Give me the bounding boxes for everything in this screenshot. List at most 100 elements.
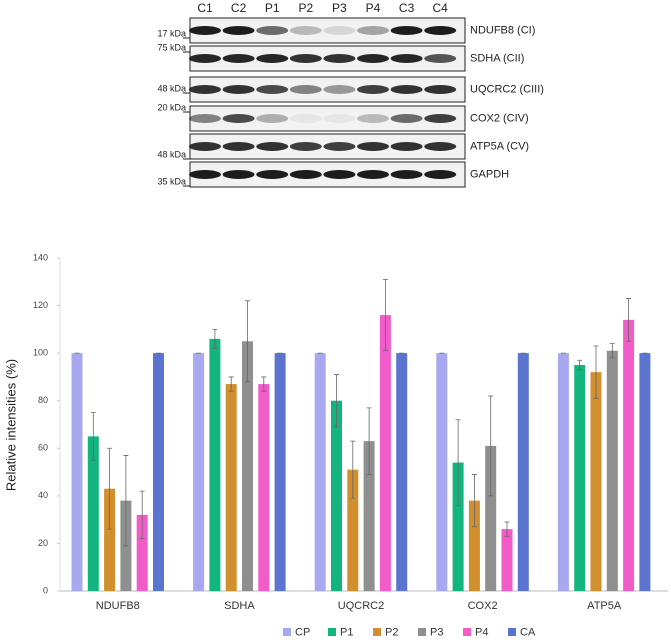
error-bar — [107, 447, 113, 530]
band — [256, 26, 289, 35]
band — [323, 142, 356, 151]
band — [357, 170, 389, 179]
error-bar — [504, 521, 510, 537]
protein-label: GAPDH — [470, 168, 509, 180]
band — [357, 85, 389, 94]
band — [323, 85, 356, 94]
band — [390, 26, 423, 35]
error-bar — [609, 343, 615, 359]
bar — [153, 353, 164, 591]
protein-label: UQCRC2 (CIII) — [470, 83, 544, 95]
marker-label: 35 kDa — [157, 176, 186, 186]
legend-swatch — [508, 628, 516, 636]
bar — [347, 469, 359, 591]
band — [357, 142, 389, 151]
band — [424, 114, 457, 123]
bar — [590, 372, 602, 591]
protein-label: ATP5A (CV) — [470, 140, 529, 152]
bar — [71, 353, 83, 591]
band — [390, 114, 423, 123]
marker-label: 75 kDa — [157, 42, 186, 52]
bar — [87, 436, 99, 591]
band — [289, 114, 322, 123]
bar — [452, 462, 464, 591]
band — [390, 170, 423, 179]
bar — [639, 353, 651, 591]
band — [189, 26, 221, 35]
band — [189, 170, 221, 179]
x-tick-label: COX2 — [468, 600, 498, 612]
error-bar — [90, 412, 96, 461]
protein-label: COX2 (CIV) — [470, 112, 529, 124]
bar — [623, 319, 635, 591]
y-tick-label: 80 — [38, 395, 48, 405]
band — [390, 54, 423, 63]
lane-label: C2 — [231, 1, 247, 15]
bar — [104, 488, 116, 591]
y-tick-label: 0 — [43, 585, 48, 595]
bar — [258, 384, 270, 591]
band — [256, 114, 289, 123]
bar — [517, 353, 529, 591]
band — [256, 85, 289, 94]
legend-label: P4 — [475, 626, 488, 638]
x-tick-label: ATP5A — [587, 600, 622, 612]
error-bar — [366, 407, 372, 475]
bar — [501, 529, 513, 591]
marker-label: 48 kDa — [157, 149, 186, 159]
legend-label: P1 — [340, 626, 353, 638]
band — [289, 170, 322, 179]
band — [222, 114, 255, 123]
bar — [136, 514, 148, 591]
band — [424, 170, 457, 179]
legend-swatch — [418, 628, 426, 636]
error-bar — [123, 455, 129, 547]
legend-swatch — [463, 628, 471, 636]
band — [189, 54, 221, 63]
legend-label: P3 — [430, 626, 443, 638]
band — [289, 54, 322, 63]
bar — [468, 500, 480, 591]
band — [424, 54, 457, 63]
bar — [225, 384, 237, 591]
band — [222, 26, 255, 35]
lane-label: C4 — [433, 1, 449, 15]
legend-swatch — [373, 628, 381, 636]
band — [357, 114, 389, 123]
band — [256, 170, 289, 179]
band — [189, 114, 221, 123]
y-tick-label: 40 — [38, 490, 48, 500]
bar — [606, 350, 618, 591]
error-bar — [488, 395, 494, 497]
x-tick-label: SDHA — [224, 600, 255, 612]
band — [222, 170, 255, 179]
band — [357, 26, 389, 35]
band — [323, 170, 356, 179]
bar — [379, 315, 391, 591]
bar — [274, 353, 286, 591]
y-tick-label: 120 — [33, 300, 48, 310]
legend-label: CA — [520, 626, 536, 638]
error-bar — [626, 298, 632, 342]
band — [222, 142, 255, 151]
lane-label: P3 — [332, 1, 347, 15]
legend-swatch — [328, 628, 336, 636]
bar — [396, 353, 408, 591]
bar — [363, 441, 375, 591]
bar — [193, 353, 205, 591]
error-bar — [455, 419, 461, 506]
error-bar — [577, 359, 583, 371]
lane-label: P4 — [366, 1, 381, 15]
band — [289, 85, 322, 94]
error-bar — [212, 328, 218, 349]
band — [222, 85, 255, 94]
marker-label: 17 kDa — [157, 28, 186, 38]
band — [323, 26, 356, 35]
y-tick-label: 100 — [33, 348, 48, 358]
band — [424, 142, 457, 151]
band — [424, 26, 457, 35]
bar — [574, 365, 586, 591]
bar — [331, 400, 342, 591]
bar — [242, 341, 253, 591]
